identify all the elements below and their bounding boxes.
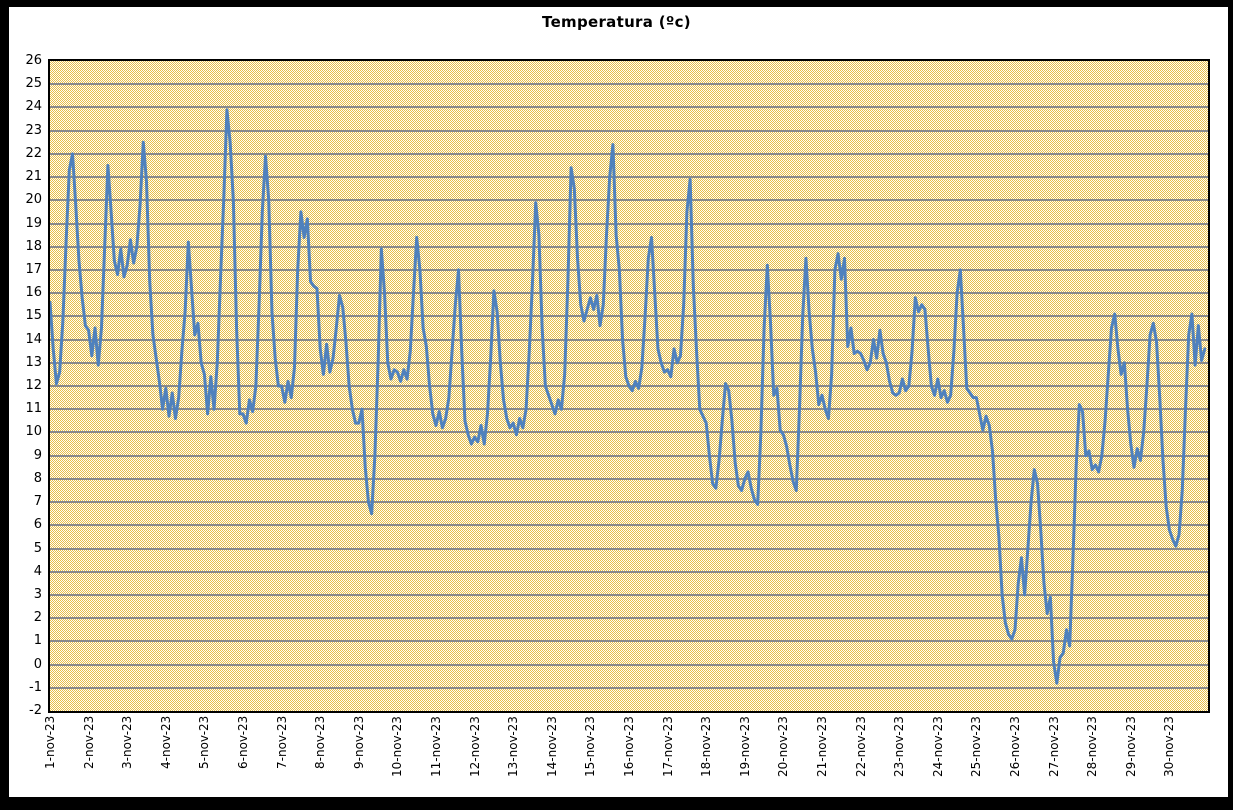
y-axis-tick-label: 11 — [25, 401, 42, 417]
x-axis-tick-label: 30-nov-23 — [1162, 716, 1177, 777]
gridline — [50, 547, 1208, 550]
x-axis-tick-label: 19-nov-23 — [737, 716, 752, 777]
y-axis-tick-label: 24 — [25, 99, 42, 115]
x-axis-tick-label: 12-nov-23 — [467, 716, 482, 777]
y-axis-tick-label: 17 — [25, 261, 42, 277]
y-axis-tick-label: 16 — [25, 285, 42, 301]
y-axis-tick-label: 10 — [25, 424, 42, 440]
temperature-series-line — [50, 108, 1207, 685]
y-axis-tick-label: 22 — [25, 145, 42, 161]
x-axis-tick-label: 8-nov-23 — [313, 716, 328, 770]
gridline — [50, 454, 1208, 457]
gridline — [50, 268, 1208, 271]
y-axis-tick-label: 5 — [33, 540, 42, 556]
y-axis-tick-label: 13 — [25, 354, 42, 370]
x-axis-tick-label: 6-nov-23 — [236, 716, 250, 770]
gridline — [50, 129, 1208, 132]
y-axis-tick-label: 9 — [33, 447, 42, 463]
x-axis-tick-label: 4-nov-23 — [158, 716, 173, 770]
y-axis-tick-label: -2 — [29, 703, 42, 718]
gridline — [50, 408, 1208, 411]
y-axis-tick-label: 19 — [25, 215, 42, 231]
y-axis-tick-label: 4 — [33, 563, 42, 579]
gridline — [50, 477, 1208, 480]
gridline — [50, 106, 1208, 109]
y-axis-tick-label: 6 — [33, 517, 42, 533]
x-axis-tick-label: 23-nov-23 — [892, 716, 907, 777]
gridline — [50, 199, 1208, 202]
y-axis-tick-label: -1 — [29, 679, 42, 695]
x-axis-tick-label: 16-nov-23 — [622, 716, 636, 777]
y-axis-tick-label: 0 — [33, 656, 42, 672]
gridline — [50, 640, 1208, 643]
y-axis-tick-label: 21 — [25, 169, 42, 185]
x-axis-tick-label: 27-nov-23 — [1046, 716, 1061, 777]
x-axis-tick-label: 20-nov-23 — [776, 716, 791, 777]
x-axis-tick-label: 17-nov-23 — [660, 716, 675, 777]
gridline — [50, 686, 1208, 689]
x-axis-tick-label: 2-nov-23 — [81, 716, 96, 770]
y-axis-tick-label: 7 — [33, 494, 42, 510]
x-axis-tick-label: 22-nov-23 — [853, 716, 868, 777]
y-axis-tick-label: 12 — [25, 378, 42, 393]
y-axis-tick-label: 15 — [25, 308, 42, 324]
x-axis-tick-label: 15-nov-23 — [583, 716, 598, 777]
gridline — [50, 361, 1208, 364]
gridline — [50, 222, 1208, 225]
x-axis-tick-label: 9-nov-23 — [351, 716, 366, 770]
gridline — [50, 83, 1208, 86]
y-axis-tick-label: 25 — [25, 76, 42, 92]
y-axis-tick-label: 23 — [25, 122, 42, 138]
gridline — [50, 176, 1208, 179]
y-axis-tick-label: 18 — [25, 238, 42, 254]
y-axis-tick-label: 14 — [25, 331, 42, 347]
gridline — [50, 570, 1208, 573]
gridline — [50, 593, 1208, 596]
y-axis-tick-label: 26 — [25, 53, 42, 68]
x-axis-tick-label: 21-nov-23 — [815, 716, 829, 777]
x-axis-tick-label: 26-nov-23 — [1008, 716, 1022, 777]
gridline — [50, 617, 1208, 620]
y-axis-tick-label: 3 — [33, 586, 42, 602]
y-axis-tick-label: 2 — [33, 610, 42, 626]
x-axis-tick-label: 10-nov-23 — [390, 716, 405, 777]
gridline — [50, 501, 1208, 504]
x-axis-tick-label: 18-nov-23 — [699, 716, 714, 777]
x-axis-tick-label: 28-nov-23 — [1085, 716, 1100, 777]
temperature-line-chart — [50, 108, 1207, 685]
y-axis-tick-label: 1 — [33, 633, 42, 649]
gridline — [50, 338, 1208, 341]
y-axis-tick-label: 8 — [33, 470, 42, 486]
gridline — [50, 292, 1208, 295]
chart-title: Temperatura (ºc) — [542, 13, 691, 31]
x-axis-tick-label: 1-nov-23 — [43, 716, 57, 770]
gridline — [50, 431, 1208, 434]
y-axis-tick-label: 20 — [25, 192, 42, 208]
x-axis-tick-label: 5-nov-23 — [197, 716, 212, 770]
x-axis-tick-label: 29-nov-23 — [1123, 716, 1138, 777]
gridline — [50, 245, 1208, 248]
plot-area — [48, 59, 1210, 713]
x-axis-tick-label: 13-nov-23 — [506, 716, 521, 777]
gridline — [50, 524, 1208, 527]
x-axis-tick-label: 11-nov-23 — [429, 716, 443, 777]
x-axis-tick-label: 3-nov-23 — [120, 716, 135, 770]
gridline — [50, 663, 1208, 666]
gridline — [50, 152, 1208, 155]
x-axis-tick-label: 7-nov-23 — [274, 716, 289, 770]
x-axis-tick-label: 14-nov-23 — [544, 716, 559, 777]
x-axis-tick-label: 24-nov-23 — [930, 716, 945, 777]
x-axis-tick-label: 25-nov-23 — [969, 716, 984, 777]
gridline — [50, 315, 1208, 318]
